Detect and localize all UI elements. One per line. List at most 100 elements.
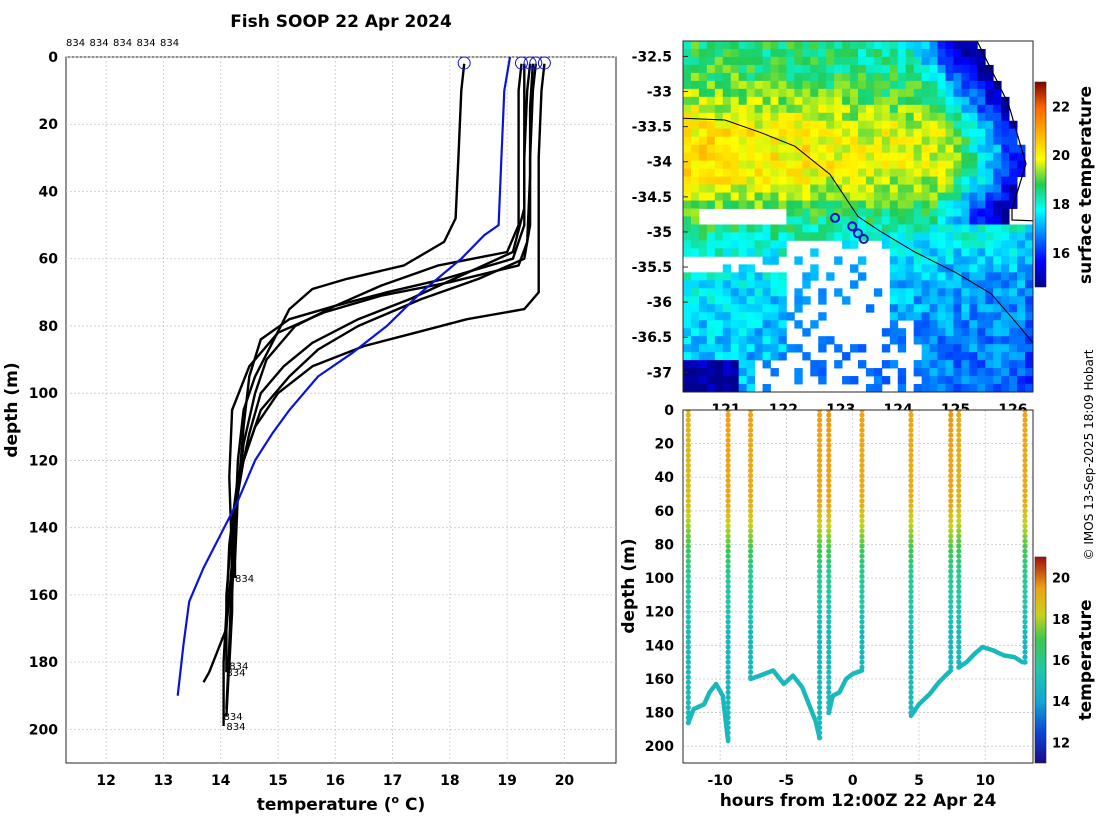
sst-cell	[714, 352, 724, 361]
sst-cell	[1009, 184, 1018, 193]
sst-cell	[770, 344, 779, 353]
sst-cell	[698, 376, 708, 385]
sst-cell	[810, 144, 819, 154]
sst-cell	[873, 160, 883, 170]
sst-cell	[865, 368, 875, 377]
sst-cell	[985, 328, 994, 337]
cast-point	[817, 488, 823, 494]
cast-point	[956, 462, 962, 469]
sst-cell	[754, 144, 763, 154]
sst-cell	[818, 344, 827, 353]
cast-point	[908, 533, 914, 539]
profile-x-tick: 19	[497, 773, 516, 789]
sst-cell	[754, 336, 763, 345]
cast-point	[826, 427, 832, 433]
sst-cell	[770, 240, 779, 249]
sst-cell	[826, 104, 835, 114]
sst-cell	[969, 48, 978, 58]
sst-cell	[770, 232, 779, 241]
sst-cell	[913, 168, 923, 178]
sst-cell	[913, 112, 923, 122]
sst-cell	[937, 264, 946, 273]
sst-cell	[746, 264, 755, 273]
sst-cell	[850, 80, 859, 90]
sst-cell	[698, 41, 708, 50]
sst-cell	[889, 80, 899, 90]
sst-cell	[865, 216, 875, 225]
sst-cell	[762, 224, 771, 233]
sst-cell	[706, 312, 716, 321]
sst-cell	[913, 240, 923, 249]
sst-cell	[738, 128, 748, 138]
cast-point	[1022, 417, 1028, 423]
sst-cell	[698, 304, 708, 313]
cast-point	[859, 654, 865, 660]
sst-cell	[714, 360, 724, 369]
cast-point	[826, 452, 832, 458]
cast-point	[956, 649, 962, 655]
sst-cell	[714, 240, 724, 249]
sst-cell	[977, 232, 986, 241]
sst-cell	[810, 160, 819, 170]
cast-point	[748, 624, 754, 630]
sst-cell	[881, 360, 891, 369]
sst-cell	[897, 312, 907, 321]
sst-cell	[881, 88, 891, 98]
sst-cell	[818, 80, 827, 90]
cast-point	[908, 619, 914, 625]
sst-cell	[810, 248, 819, 257]
cast-point	[859, 609, 865, 615]
cast-point	[685, 583, 691, 590]
cast-point	[956, 432, 962, 438]
cast-point	[817, 442, 823, 448]
cast-point	[725, 573, 731, 580]
sst-cell	[730, 352, 740, 361]
ship-marker	[830, 212, 841, 223]
sst-cell	[897, 112, 907, 122]
cast-point	[908, 664, 914, 670]
sst-cell	[897, 336, 907, 345]
cast-point	[956, 412, 962, 418]
cast-point	[826, 624, 832, 630]
sst-cell	[706, 128, 716, 138]
sst-cell	[929, 41, 938, 50]
sst-cell	[1025, 344, 1033, 353]
sst-cell	[929, 136, 938, 146]
sst-cell	[897, 88, 907, 98]
cast-point	[685, 503, 691, 509]
sst-cell	[842, 128, 851, 138]
cast-point	[859, 493, 865, 499]
sst-cell	[818, 368, 827, 377]
profile-y-tick: 60	[39, 252, 59, 268]
sst-cell	[818, 112, 827, 122]
map-colorbar-tick: 16	[1052, 247, 1070, 262]
sst-cell	[754, 224, 763, 233]
cast-point	[908, 478, 914, 484]
sst-cell	[1001, 248, 1010, 257]
cast-point	[859, 518, 865, 524]
sst-cell	[993, 128, 1002, 138]
sst-cell	[810, 128, 819, 138]
sst-cell	[818, 336, 827, 345]
sst-cell	[905, 41, 915, 50]
sst-cell	[690, 176, 700, 185]
sst-cell	[969, 360, 978, 369]
sst-cell	[921, 280, 930, 289]
cast-point	[908, 654, 914, 660]
sst-cell	[921, 224, 930, 233]
sst-cell	[762, 360, 771, 369]
profile-y-tick: 0	[48, 50, 58, 66]
sst-cell	[945, 88, 954, 98]
sst-cell	[818, 72, 827, 82]
sst-cell	[921, 256, 930, 265]
section-colorbar-tick: 20	[1052, 572, 1070, 587]
sst-cell	[834, 152, 843, 162]
cast-point	[826, 493, 832, 499]
sst-cell	[897, 176, 907, 185]
cast-point	[908, 548, 914, 554]
sst-cell	[706, 152, 716, 162]
sst-cell	[913, 160, 923, 170]
sst-cell	[937, 376, 946, 385]
sst-cell	[969, 384, 978, 392]
sst-cell	[826, 272, 835, 281]
